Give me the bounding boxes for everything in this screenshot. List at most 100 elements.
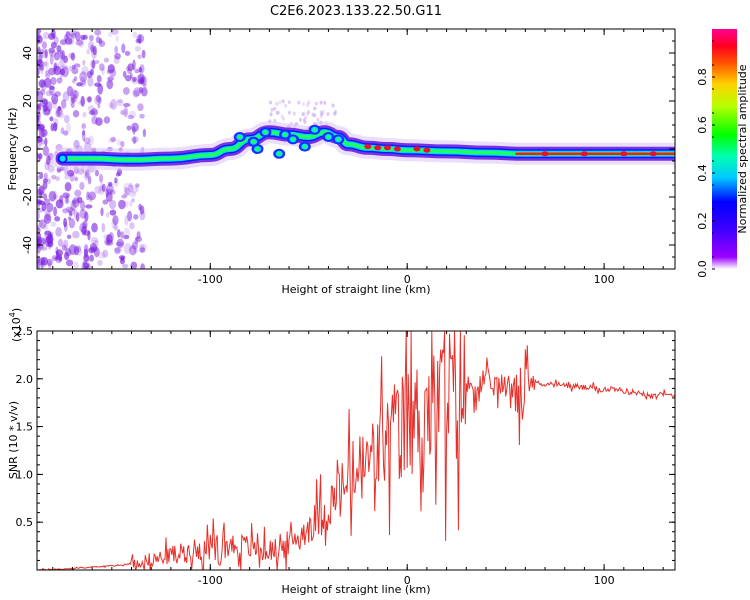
noise-speckle	[89, 34, 94, 42]
noise-speckle	[273, 106, 277, 111]
noise-speckle	[65, 206, 74, 213]
noise-speckle	[59, 58, 65, 68]
ridge-blob	[312, 128, 317, 132]
noise-speckle	[73, 261, 79, 269]
noise-speckle	[100, 181, 104, 192]
noise-speckle	[138, 203, 142, 211]
noise-speckle	[71, 29, 78, 35]
noise-speckle	[123, 227, 131, 238]
ridge-peak	[384, 145, 391, 151]
noise-speckle	[87, 40, 95, 51]
noise-speckle	[37, 29, 42, 34]
noise-speckle	[314, 101, 318, 106]
noise-speckle	[132, 31, 138, 39]
noise-speckle	[108, 102, 114, 109]
noise-speckle	[82, 34, 88, 40]
colorbar-tick-label: 0.6	[696, 116, 709, 134]
noise-speckle	[128, 182, 133, 188]
noise-speckle	[142, 128, 146, 138]
noise-speckle	[133, 248, 138, 254]
noise-speckle	[51, 98, 58, 109]
noise-speckle	[98, 40, 106, 47]
noise-speckle	[37, 188, 43, 196]
noise-speckle	[49, 53, 54, 65]
noise-speckle	[80, 200, 86, 211]
noise-speckle	[37, 224, 40, 230]
noise-speckle	[100, 207, 104, 217]
noise-speckle	[123, 87, 130, 95]
noise-speckle	[95, 36, 101, 44]
noise-speckle	[43, 213, 52, 224]
noise-speckle	[111, 218, 116, 229]
noise-speckle	[118, 199, 126, 210]
noise-speckle	[73, 76, 78, 81]
noise-speckle	[64, 182, 72, 192]
snr-y-multiplier: (x104)	[8, 308, 23, 342]
noise-speckle	[106, 234, 110, 243]
noise-speckle	[44, 210, 51, 221]
noise-speckle	[51, 29, 56, 39]
noise-speckle	[64, 37, 73, 45]
noise-speckle	[37, 244, 41, 254]
noise-speckle	[69, 96, 73, 106]
noise-speckle	[301, 112, 305, 117]
noise-speckle	[53, 206, 57, 217]
noise-speckle	[83, 254, 90, 263]
ridge-blob	[59, 155, 66, 162]
noise-speckle	[56, 45, 62, 52]
noise-speckle	[71, 67, 79, 75]
noise-speckle	[83, 265, 88, 269]
noise-speckle	[127, 68, 132, 75]
ridge-blob	[283, 133, 287, 137]
noise-speckle	[96, 75, 102, 83]
noise-speckle	[42, 224, 49, 231]
noise-speckle	[44, 137, 48, 147]
noise-speckle	[101, 66, 105, 76]
noise-speckle	[42, 31, 50, 40]
noise-speckle	[43, 106, 51, 116]
noise-speckle	[49, 116, 54, 122]
noise-speckle	[45, 73, 51, 78]
noise-speckle	[60, 127, 65, 135]
noise-speckle	[52, 194, 59, 200]
noise-speckle	[53, 52, 61, 61]
snr-frame	[36, 330, 676, 571]
noise-speckle	[103, 234, 108, 239]
noise-speckle	[275, 110, 279, 115]
noise-speckle	[38, 219, 43, 228]
noise-speckle	[105, 192, 113, 202]
noise-speckle	[136, 231, 141, 239]
snr-y-tick-label: 1.5	[16, 421, 34, 434]
noise-speckle	[299, 117, 302, 122]
noise-speckle	[106, 79, 114, 90]
noise-speckle	[138, 243, 145, 254]
noise-speckle	[53, 62, 57, 72]
noise-speckle	[121, 43, 126, 54]
noise-speckle	[68, 244, 77, 256]
noise-speckle	[132, 90, 140, 98]
colorbar-gradient	[712, 29, 737, 269]
noise-speckle	[45, 158, 54, 167]
noise-speckle	[120, 140, 125, 148]
noise-speckle	[95, 94, 101, 103]
noise-speckle	[121, 194, 128, 199]
noise-speckle	[42, 104, 48, 112]
ridge-peak	[541, 151, 549, 157]
colorbar-tick-label: 0.0	[696, 260, 709, 278]
noise-speckle	[81, 225, 87, 236]
noise-speckle	[46, 101, 53, 112]
noise-speckle	[131, 136, 139, 143]
noise-speckle	[134, 236, 139, 244]
noise-speckle	[125, 187, 130, 196]
noise-speckle	[122, 70, 127, 78]
spectrogram-x-label: Height of straight line (km)	[281, 283, 430, 296]
noise-speckle	[75, 31, 81, 42]
noise-speckle	[114, 247, 121, 255]
spectrogram-x-axis: -100 0 100	[52, 29, 664, 286]
snr-x-tick-label: -100	[198, 574, 223, 587]
noise-speckle	[139, 64, 145, 74]
ridge-blob	[238, 135, 242, 139]
noise-speckle	[98, 63, 105, 71]
noise-speckle	[65, 31, 71, 38]
noise-speckle	[76, 212, 80, 222]
